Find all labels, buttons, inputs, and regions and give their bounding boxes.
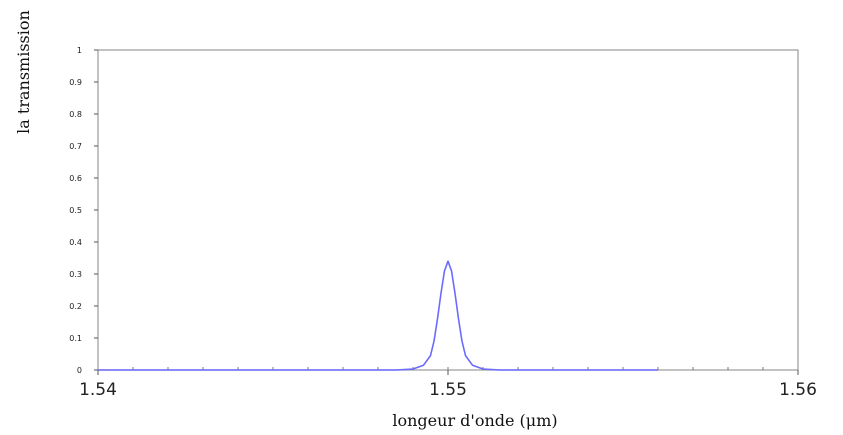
y-tick-label: 0.7 <box>69 142 82 151</box>
x-axis: 1.54 1.55 1.56 <box>79 367 817 400</box>
y-axis-title: la transmission <box>14 10 33 134</box>
y-tick-label: 0.8 <box>69 110 82 119</box>
plot-area <box>97 49 799 371</box>
x-tick-label: 1.55 <box>429 380 467 400</box>
series-line <box>98 260 658 371</box>
y-axis: 0 0.1 0.2 0.3 0.4 0.5 0.6 0.7 0.8 0.9 1 <box>69 46 98 375</box>
y-tick-label: 0.1 <box>69 334 82 343</box>
y-tick-label: 0.3 <box>69 270 82 279</box>
x-tick-label: 1.56 <box>779 380 817 400</box>
y-tick-label: 0.6 <box>69 174 82 183</box>
y-tick-label: 0.2 <box>69 302 82 311</box>
x-axis-title: longeur d'onde (μm) <box>392 411 557 430</box>
y-tick-label: 0.5 <box>69 206 82 215</box>
series-layer <box>98 260 658 371</box>
y-tick-label: 0 <box>77 366 82 375</box>
x-tick-label: 1.54 <box>79 380 117 400</box>
y-tick-label: 0.4 <box>69 238 82 247</box>
y-tick-label: 1 <box>77 46 82 55</box>
y-tick-label: 0.9 <box>69 78 82 87</box>
